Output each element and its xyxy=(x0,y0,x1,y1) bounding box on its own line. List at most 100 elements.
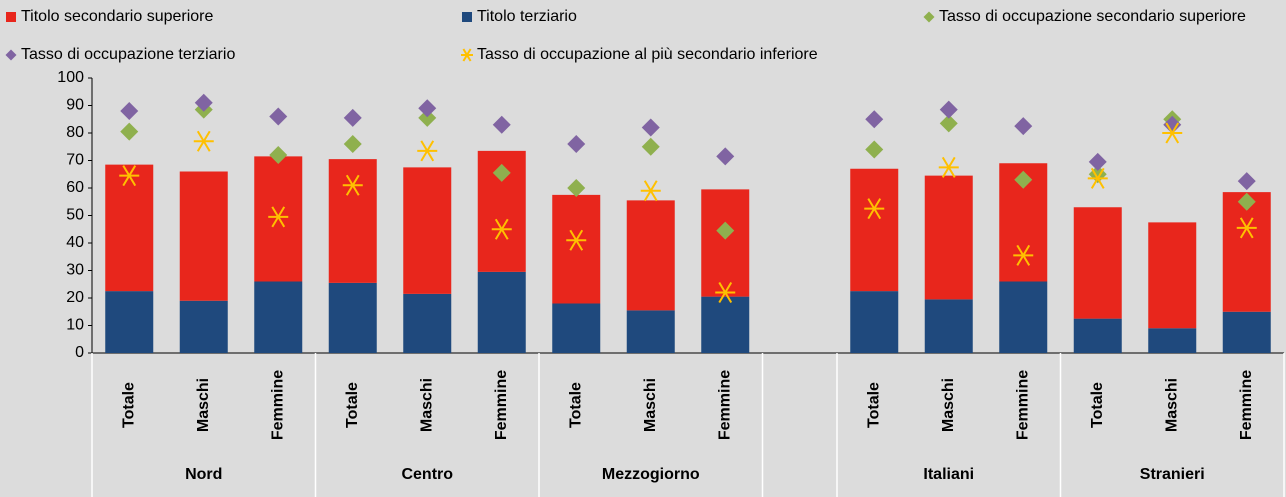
bar xyxy=(850,291,899,353)
legend-label: Titolo secondario superiore xyxy=(21,8,214,25)
marker xyxy=(1163,115,1182,134)
marker xyxy=(343,108,362,127)
bar xyxy=(552,194,601,304)
bar xyxy=(1148,328,1197,353)
legend-item: Titolo terziario xyxy=(462,8,577,25)
marker xyxy=(1236,217,1257,239)
y-tick-label: 90 xyxy=(66,97,84,114)
bar xyxy=(1222,192,1271,312)
x-tick-label: Totale xyxy=(120,382,137,428)
marker xyxy=(865,110,884,129)
bar xyxy=(552,303,601,353)
asterisk-stroke xyxy=(420,140,435,162)
bar xyxy=(1073,318,1122,353)
marker xyxy=(1013,244,1034,266)
marker xyxy=(715,281,736,304)
legend-item: Tasso di occupazione al più secondario i… xyxy=(461,46,818,63)
x-tick-label: Totale xyxy=(344,382,361,428)
group-label: Italiani xyxy=(923,466,974,483)
marker xyxy=(120,102,139,120)
marker xyxy=(418,99,437,118)
y-tick-label: 80 xyxy=(66,124,84,141)
marker xyxy=(418,108,437,127)
group-label: Nord xyxy=(185,466,222,483)
y-tick-label: 70 xyxy=(66,152,84,169)
marker xyxy=(492,163,511,182)
marker xyxy=(269,107,288,126)
bar xyxy=(179,300,228,353)
group-label: Stranieri xyxy=(1140,466,1205,483)
group-label: Centro xyxy=(401,466,453,483)
bar xyxy=(701,296,750,353)
marker xyxy=(567,135,586,153)
marker xyxy=(566,229,587,251)
asterisk-stroke xyxy=(345,174,360,196)
bar xyxy=(328,159,377,283)
bar xyxy=(701,189,750,297)
asterisk-stroke xyxy=(196,130,211,152)
marker xyxy=(641,118,660,137)
legend-label: Tasso di occupazione secondario superior… xyxy=(939,8,1246,25)
marker xyxy=(640,180,661,202)
x-tick-label: Femmine xyxy=(493,370,510,440)
asterisk-stroke xyxy=(867,198,882,220)
legend-swatch xyxy=(5,49,17,61)
group-label: Mezzogiorno xyxy=(602,466,700,483)
x-tick-label: Femmine xyxy=(716,370,733,440)
y-tick-label: 50 xyxy=(66,207,84,224)
asterisk-stroke xyxy=(718,281,733,304)
x-tick-label: Femmine xyxy=(1014,370,1031,440)
legend-label: Tasso di occupazione terziario xyxy=(21,46,235,63)
y-tick-label: 100 xyxy=(57,69,84,86)
bar xyxy=(1222,311,1271,353)
marker xyxy=(938,156,959,178)
marker xyxy=(1237,192,1256,211)
legend-item: Tasso di occupazione terziario xyxy=(5,46,235,63)
x-tick-label: Maschi xyxy=(1163,378,1180,432)
marker xyxy=(194,93,213,112)
bar xyxy=(105,164,154,292)
marker xyxy=(269,146,288,164)
bar xyxy=(403,167,452,294)
marker xyxy=(1237,172,1256,191)
marker xyxy=(119,165,140,187)
x-tick-label: Femmine xyxy=(1238,370,1255,440)
y-tick-label: 0 xyxy=(75,344,84,361)
asterisk-stroke xyxy=(1239,217,1254,239)
legend-swatch xyxy=(6,12,16,22)
marker xyxy=(716,147,735,166)
marker xyxy=(939,114,958,133)
marker xyxy=(343,135,362,153)
marker xyxy=(417,140,438,162)
x-tick-label: Maschi xyxy=(418,378,435,432)
bar xyxy=(999,281,1048,353)
asterisk-stroke xyxy=(1165,122,1180,144)
asterisk-stroke xyxy=(122,165,137,187)
marker xyxy=(1014,170,1033,189)
marker xyxy=(1162,122,1183,144)
marker xyxy=(716,221,735,240)
bar xyxy=(1073,207,1122,319)
marker xyxy=(641,137,660,156)
asterisk-stroke xyxy=(643,180,658,202)
bar xyxy=(403,293,452,353)
marker xyxy=(1014,117,1033,136)
bar xyxy=(924,299,973,353)
y-tick-label: 20 xyxy=(66,289,84,306)
bar xyxy=(626,200,675,311)
asterisk-stroke xyxy=(1090,167,1105,189)
bar xyxy=(254,156,303,282)
marker xyxy=(865,140,884,159)
legend-label: Tasso di occupazione al più secondario i… xyxy=(477,46,818,63)
x-tick-label: Maschi xyxy=(940,378,957,432)
legend-item: Tasso di occupazione secondario superior… xyxy=(923,8,1246,25)
marker xyxy=(193,130,214,152)
x-tick-label: Totale xyxy=(567,382,584,428)
legend-label: Titolo terziario xyxy=(477,8,577,25)
marker xyxy=(939,100,958,119)
legend-item: Titolo secondario superiore xyxy=(6,8,214,25)
y-tick-label: 40 xyxy=(66,234,84,251)
marker xyxy=(1088,152,1107,171)
marker xyxy=(1087,167,1108,189)
